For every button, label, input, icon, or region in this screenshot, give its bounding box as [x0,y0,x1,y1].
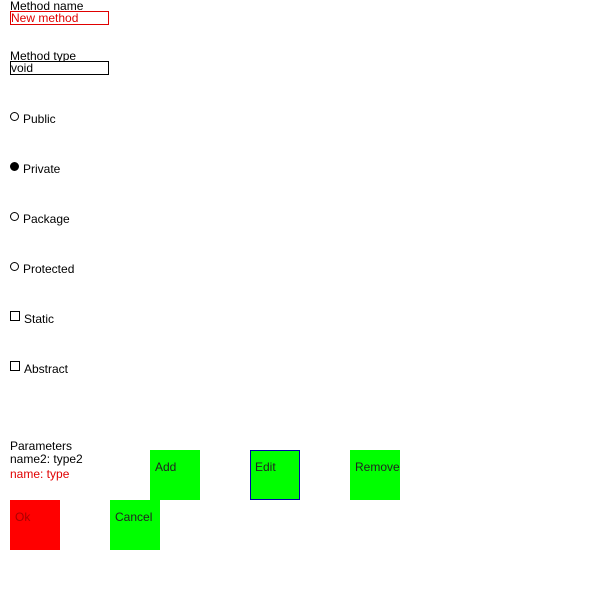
radio-package[interactable]: Package [10,212,70,226]
radio-protected-label: Protected [23,262,75,276]
method-name-label: Method name [10,0,84,13]
edit-button[interactable]: Edit [250,450,300,500]
checkbox-static-label: Static [24,312,55,326]
parameter-item-selected[interactable]: name: type [10,467,70,481]
checkbox-abstract[interactable]: Abstract [10,361,69,376]
radio-private[interactable]: Private [10,162,60,176]
radio-protected[interactable]: Protected [10,262,74,276]
radio-package-label: Package [23,212,70,226]
radio-public-label: Public [23,112,56,126]
parameters-label: Parameters [10,439,73,453]
radio-protected-circle[interactable] [10,262,19,271]
radio-private-label: Private [23,162,61,176]
radio-package-circle[interactable] [10,212,19,221]
checkbox-static[interactable]: Static [10,311,55,326]
remove-button[interactable]: Remove [350,450,400,500]
checkbox-static-box[interactable] [10,311,20,321]
cancel-button[interactable]: Cancel [110,500,160,550]
add-button[interactable]: Add [150,450,200,500]
radio-public-circle[interactable] [10,112,19,121]
ok-button[interactable]: Ok [10,500,60,550]
method-name-input[interactable] [10,11,109,25]
parameter-item[interactable]: name2: type2 [10,452,83,466]
parameters-list[interactable]: name2: type2 name: type [10,452,83,482]
checkbox-abstract-label: Abstract [24,362,69,376]
radio-private-circle[interactable] [10,162,19,171]
radio-public[interactable]: Public [10,112,56,126]
method-type-input[interactable] [10,61,109,75]
checkbox-abstract-box[interactable] [10,361,20,371]
method-type-label: Method type [10,49,77,63]
